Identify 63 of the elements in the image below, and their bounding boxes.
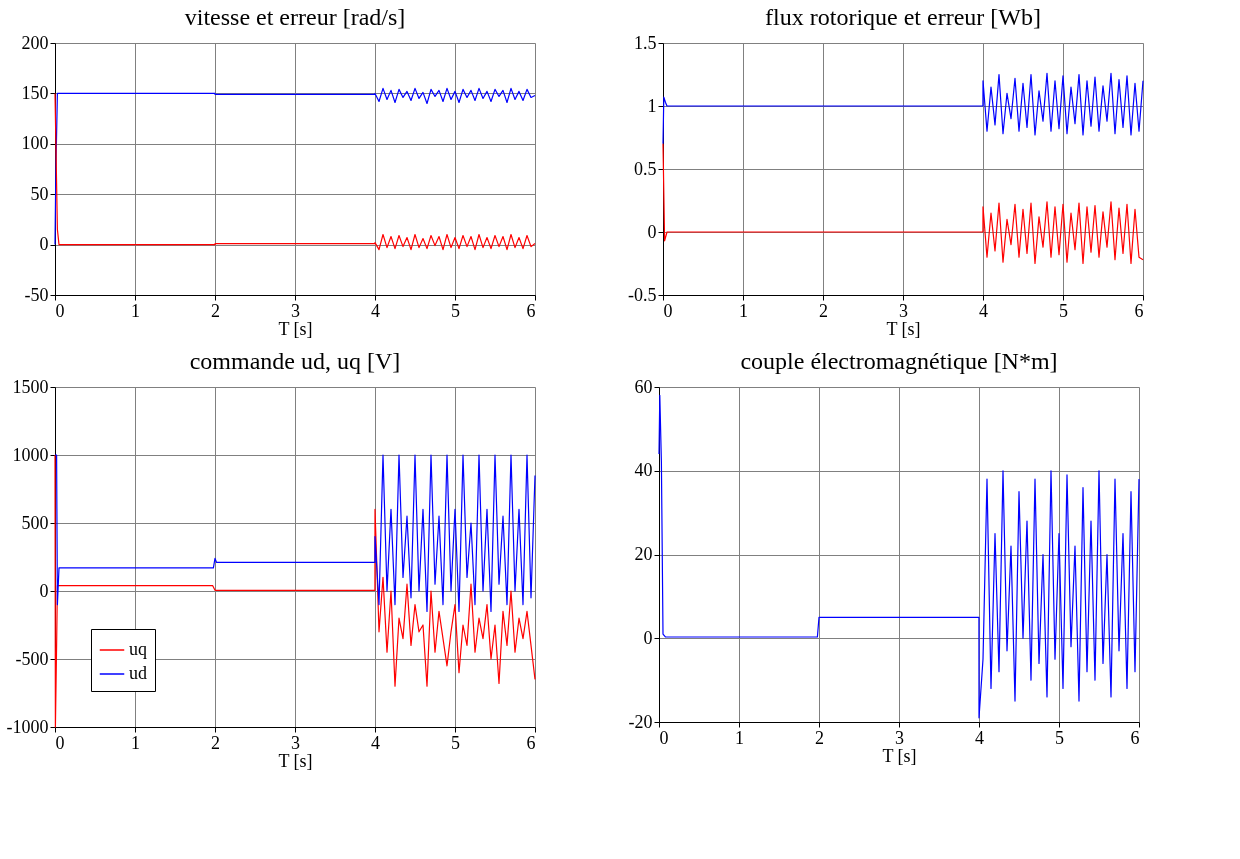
x-tick-label: 5 — [451, 732, 460, 753]
x-tick-label: 3 — [291, 732, 300, 753]
y-tick-label: 0 — [643, 627, 653, 648]
y-tick-label: -0.5 — [628, 284, 657, 305]
y-tick-label: -1000 — [6, 716, 49, 737]
y-tick-label: 0 — [647, 221, 657, 242]
x-tick-label: 6 — [1130, 727, 1140, 748]
y-tick-label: 1000 — [12, 444, 49, 465]
x-tick-label: 4 — [979, 300, 988, 321]
x-tick-label: 2 — [211, 732, 220, 753]
x-axis-title: T [s] — [882, 745, 917, 766]
x-tick-label: 0 — [55, 732, 65, 753]
x-tick-label: 5 — [1055, 727, 1064, 748]
x-tick-label: 1 — [735, 727, 744, 748]
y-tick-label: 1 — [647, 95, 657, 116]
x-tick-label: 2 — [211, 300, 220, 321]
x-tick-label: 2 — [815, 727, 824, 748]
y-tick-label: 200 — [21, 32, 49, 53]
x-tick-label: 0 — [663, 300, 673, 321]
x-tick-label: 1 — [739, 300, 748, 321]
legend-label: ud — [129, 663, 147, 683]
x-tick-label: 3 — [899, 300, 908, 321]
chart-title: flux rotorique et erreur [Wb] — [765, 4, 1041, 30]
x-tick-label: 0 — [55, 300, 65, 321]
y-tick-label: -20 — [628, 711, 653, 732]
line-series — [662, 72, 1144, 145]
y-tick-label: 20 — [634, 544, 653, 564]
x-tick-label: 4 — [371, 300, 380, 321]
y-tick-label: 0 — [39, 580, 49, 601]
x-tick-label: 6 — [526, 732, 536, 753]
y-tick-label: 1.5 — [634, 32, 657, 53]
y-tick-label: 150 — [21, 82, 49, 103]
x-tick-label: 5 — [1059, 300, 1068, 321]
y-tick-label: 100 — [21, 133, 49, 154]
x-axis-title: T [s] — [886, 318, 921, 339]
chart-title: vitesse et erreur [rad/s] — [184, 4, 406, 30]
y-tick-label: 60 — [634, 376, 653, 397]
y-tick-label: 50 — [30, 183, 49, 204]
chart-title: couple électromagnétique [N*m] — [740, 348, 1058, 374]
y-tick-label: 40 — [634, 460, 653, 481]
line-series — [54, 454, 536, 612]
x-axis-title: T [s] — [278, 750, 313, 771]
y-tick-label: -500 — [15, 648, 49, 669]
x-tick-label: 2 — [819, 300, 828, 321]
x-tick-label: 4 — [975, 727, 984, 748]
x-tick-label: 1 — [131, 732, 140, 753]
x-tick-label: 1 — [131, 300, 140, 321]
y-tick-label: 500 — [21, 512, 49, 533]
x-tick-label: 5 — [451, 300, 460, 321]
legend-label: uq — [129, 639, 147, 659]
y-tick-label: 1500 — [12, 376, 49, 397]
x-tick-label: 4 — [371, 732, 380, 753]
line-series — [662, 143, 1144, 265]
y-tick-label: -50 — [24, 284, 49, 305]
x-tick-label: 6 — [526, 300, 536, 321]
chart-title: commande ud, uq [V] — [189, 348, 401, 374]
y-tick-label: 0.5 — [634, 158, 657, 179]
line-series — [658, 394, 1140, 719]
x-tick-label: 6 — [1134, 300, 1144, 321]
y-tick-label: 0 — [39, 234, 49, 255]
x-tick-label: 3 — [291, 300, 300, 321]
x-tick-label: 3 — [895, 727, 904, 748]
x-axis-title: T [s] — [278, 318, 313, 339]
